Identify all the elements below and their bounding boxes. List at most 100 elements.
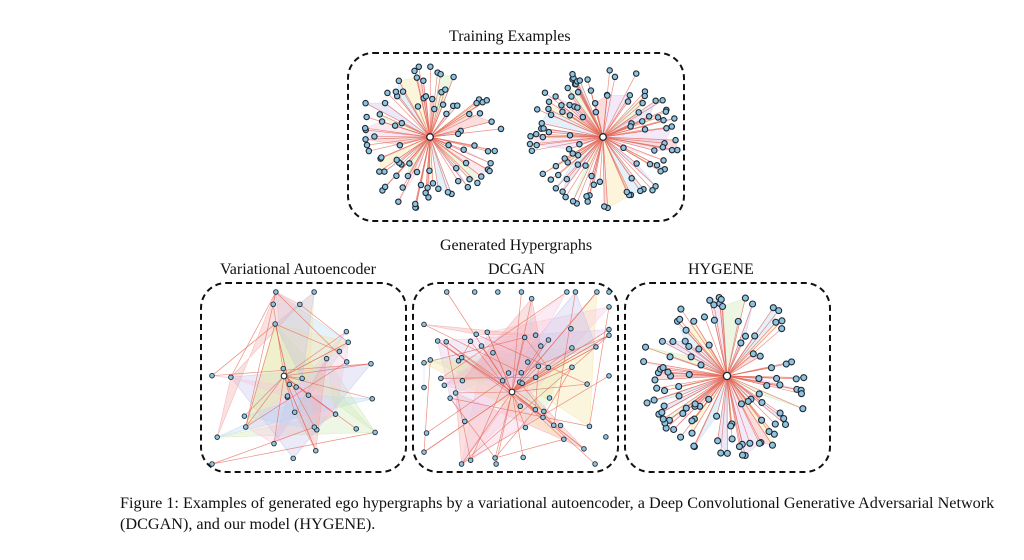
node [406, 160, 413, 167]
ego-node [508, 388, 516, 396]
edge [282, 368, 315, 428]
edge [542, 367, 573, 418]
edge [656, 375, 728, 389]
node [209, 461, 215, 467]
edge [494, 409, 536, 459]
node [311, 289, 317, 295]
edge [548, 131, 604, 138]
node [758, 416, 766, 424]
edge [726, 355, 761, 377]
edge [476, 333, 588, 385]
node [343, 328, 350, 335]
node [532, 130, 540, 138]
node [582, 162, 589, 169]
node [641, 126, 649, 133]
node [587, 87, 595, 94]
edge [429, 92, 442, 138]
edge [654, 375, 728, 381]
node [243, 424, 249, 430]
edge [429, 136, 482, 177]
node [505, 370, 512, 376]
edge [381, 136, 431, 158]
node [526, 140, 534, 148]
node [685, 370, 693, 379]
node [458, 461, 465, 467]
edge [470, 341, 521, 407]
edge [511, 391, 524, 458]
node [311, 424, 318, 430]
edge [429, 136, 469, 188]
edge [726, 375, 732, 427]
node [596, 178, 604, 186]
node [650, 396, 658, 404]
node [443, 289, 450, 295]
node [369, 396, 375, 402]
edge [726, 375, 802, 391]
edge [579, 80, 604, 138]
node [666, 353, 674, 361]
node [280, 365, 287, 372]
node [533, 106, 541, 113]
ego-node [280, 372, 288, 380]
edge [602, 100, 663, 138]
node [749, 300, 757, 308]
edge [429, 102, 477, 138]
edge [602, 136, 644, 190]
node [454, 130, 462, 138]
node [763, 381, 771, 390]
node [363, 141, 371, 149]
node [437, 70, 444, 78]
node [422, 189, 429, 197]
edge [379, 136, 431, 172]
node [431, 105, 438, 113]
node [574, 161, 582, 168]
node [557, 422, 564, 429]
node [476, 110, 484, 117]
node [228, 374, 234, 380]
edge [429, 136, 459, 182]
edge [726, 375, 760, 395]
edge [283, 375, 373, 400]
edge [511, 383, 588, 393]
hyperedge [423, 324, 536, 336]
node [535, 363, 542, 369]
node [493, 461, 499, 467]
node [474, 179, 481, 187]
vae-panel-title: Variational Autoencoder [220, 261, 376, 278]
node [532, 374, 539, 381]
node [646, 160, 654, 168]
node [660, 402, 668, 410]
node [396, 141, 404, 149]
edge [726, 322, 777, 377]
edge [384, 136, 431, 172]
node [564, 289, 570, 295]
node [371, 133, 378, 140]
node [697, 361, 705, 369]
node [710, 316, 718, 324]
edge [569, 115, 604, 138]
node [741, 332, 750, 340]
node [438, 375, 444, 382]
node [717, 449, 725, 457]
node [484, 329, 491, 335]
node [439, 101, 447, 108]
node [649, 186, 656, 194]
node [458, 354, 465, 361]
edge [299, 304, 349, 343]
node [576, 140, 583, 148]
edge [602, 136, 656, 187]
node [641, 343, 650, 351]
edge [461, 391, 513, 465]
training-examples-title: Training Examples [449, 28, 571, 45]
node [368, 361, 374, 367]
node [443, 110, 450, 118]
edge [461, 335, 610, 465]
edge [693, 375, 728, 447]
node [569, 198, 577, 205]
node [705, 341, 713, 349]
edge [576, 81, 604, 138]
node [271, 440, 277, 447]
node [569, 70, 576, 78]
hyperedge [422, 360, 565, 440]
node [606, 67, 613, 74]
